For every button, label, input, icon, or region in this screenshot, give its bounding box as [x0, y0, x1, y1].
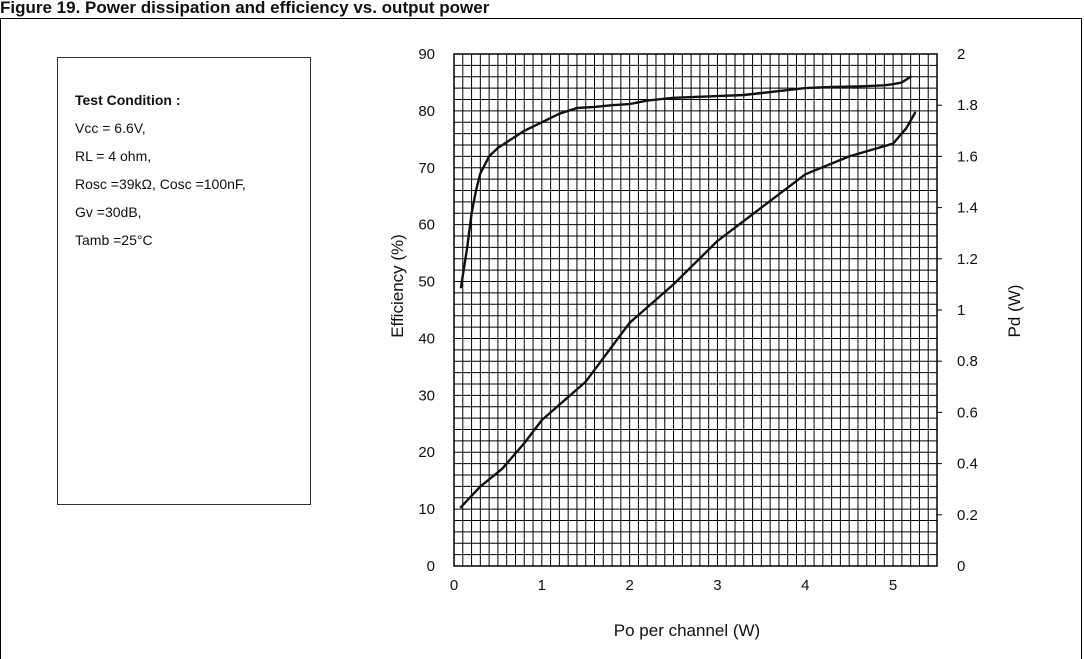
y2-tick-label: 1.4: [957, 200, 978, 217]
y-tick-label: 30: [418, 387, 435, 404]
x-tick-label: 3: [713, 577, 721, 594]
y-tick-label: 70: [418, 160, 435, 177]
frame-right-border: [1081, 18, 1082, 659]
y2-tick-label: 2: [957, 46, 965, 63]
condition-rosc-cosc: Rosc =39kΩ, Cosc =100nF,: [75, 176, 246, 192]
test-condition-box: Test Condition : Vcc = 6.6V, RL = 4 ohm,…: [57, 57, 311, 505]
x-tick-label: 4: [801, 577, 809, 594]
grid: [453, 53, 942, 567]
y-tick-label: 50: [418, 274, 435, 291]
x-tick-label: 2: [625, 577, 633, 594]
y2-tick-label: 0.8: [957, 353, 978, 370]
tick-labels: 0 1 2 3 4 5010203040506070809000.20.40.60.811…: [418, 46, 978, 594]
condition-rl: RL = 4 ohm,: [75, 148, 152, 164]
figure-caption: Figure 19. Power dissipation and efficie…: [0, 0, 490, 17]
y-tick-label: 40: [418, 330, 435, 347]
y-tick-label: 90: [418, 46, 435, 63]
y2-tick-label: 0.2: [957, 507, 978, 524]
series-line-efficiency: [459, 75, 912, 289]
y2-tick-label: 1.2: [957, 251, 978, 268]
series-layer: [459, 75, 917, 509]
y-axis-title: Efficiency (%): [388, 234, 407, 338]
y-tick-label: 0: [427, 558, 435, 575]
y2-tick-label: 1.6: [957, 148, 978, 165]
series-line-pd: [459, 111, 917, 509]
y-tick-label: 20: [418, 444, 435, 461]
y-tick-label: 10: [418, 501, 435, 518]
y2-tick-label: 0.6: [957, 404, 978, 421]
x-axis-title: Po per channel (W): [614, 621, 760, 640]
y-tick-label: 60: [418, 217, 435, 234]
condition-vcc: Vcc = 6.6V,: [75, 120, 146, 136]
condition-tamb: Tamb =25°C: [75, 232, 153, 248]
y2-tick-label: 1: [957, 302, 965, 319]
y2-axis-title: Pd (W): [1005, 285, 1024, 338]
x-tick-label: 5: [889, 577, 897, 594]
y2-tick-label: 0: [957, 558, 965, 575]
x-tick-label: 1: [538, 577, 546, 594]
frame-top-rule: [0, 18, 1082, 19]
y2-tick-label: 1.8: [957, 97, 978, 114]
y2-tick-label: 0.4: [957, 456, 978, 473]
test-condition-title: Test Condition :: [75, 92, 181, 108]
y-tick-label: 80: [418, 103, 435, 120]
condition-gv: Gv =30dB,: [75, 204, 142, 220]
x-tick-label: 0: [450, 577, 458, 594]
frame-left-border: [0, 18, 1, 659]
